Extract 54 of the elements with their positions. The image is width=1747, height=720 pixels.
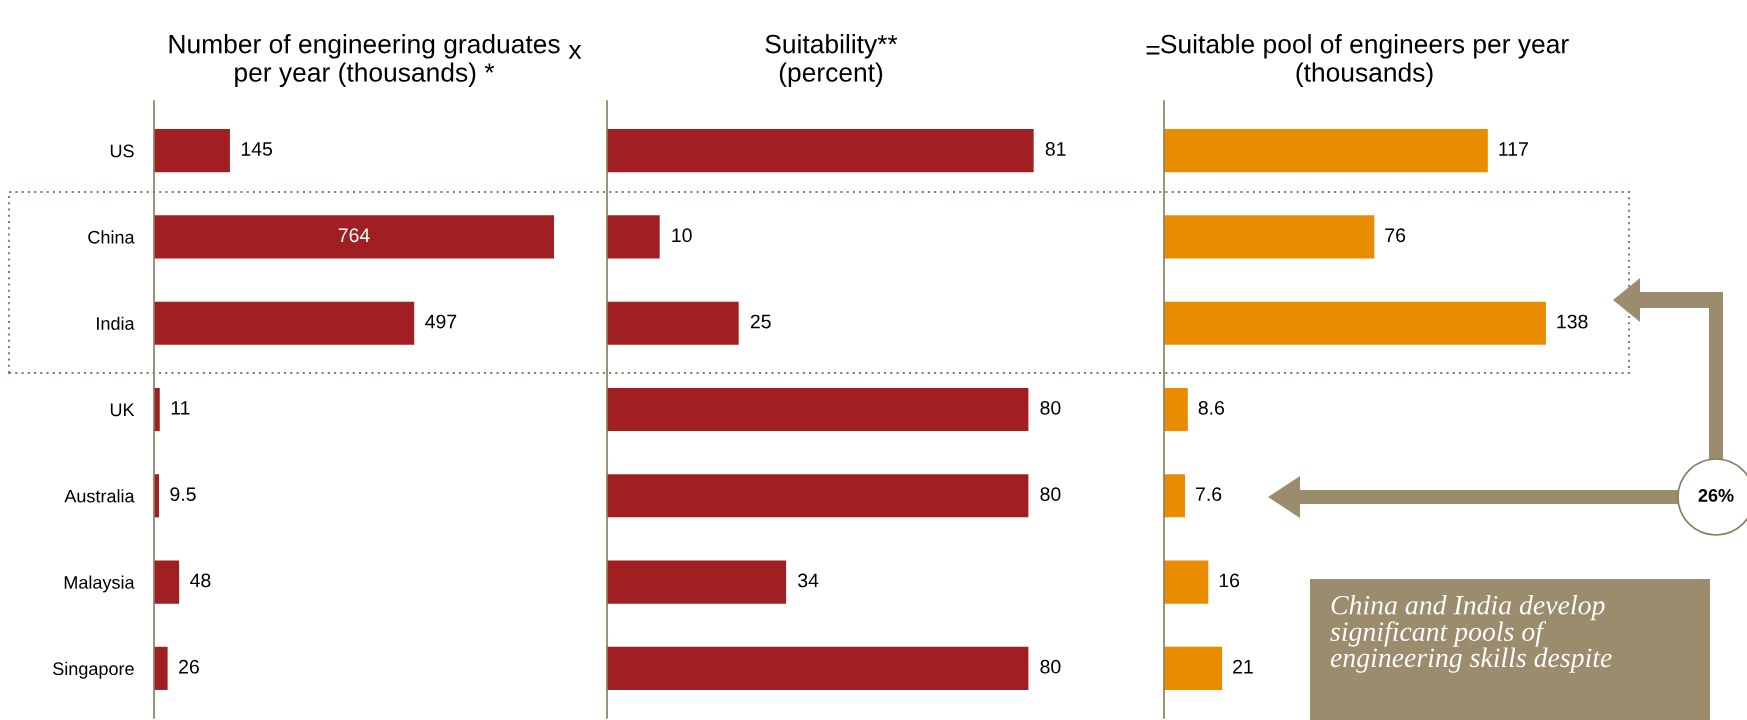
- chart-title: Suitability** (percent): [765, 34, 898, 88]
- bar: [1164, 646, 1223, 690]
- data-label: 16: [1219, 573, 1240, 588]
- data-label: 34: [798, 573, 819, 588]
- bar: [154, 560, 180, 604]
- bar: [607, 646, 1029, 690]
- bar: [607, 474, 1029, 518]
- y-tick-label: Australia: [64, 489, 135, 503]
- data-label: 497: [425, 314, 457, 329]
- data-label: 76: [1385, 228, 1406, 243]
- y-tick-label: China: [88, 230, 135, 244]
- y-tick-label: US: [110, 144, 134, 158]
- text: =: [1146, 45, 1160, 55]
- annotation: China and India develop significant pools of engineering skills despite: [1330, 595, 1612, 673]
- data-label: 25: [750, 314, 771, 329]
- bar: [607, 560, 787, 604]
- data-label: 11: [171, 401, 190, 415]
- y-tick-label: India: [97, 316, 135, 330]
- bar: [154, 301, 415, 345]
- y-tick-label: Singapore: [53, 661, 134, 679]
- bar: [1164, 129, 1488, 173]
- data-label: 145: [241, 142, 273, 156]
- text: x: [568, 44, 582, 59]
- data-label: 117: [1499, 142, 1528, 156]
- data-label: 21: [1233, 659, 1253, 674]
- bar: [1164, 215, 1375, 259]
- bar: [1164, 301, 1546, 345]
- bar: [1164, 474, 1186, 518]
- chart-title: Suitable pool of engineers per year (thousands): [1161, 34, 1569, 88]
- bar: [1164, 387, 1188, 432]
- bar: [607, 129, 1034, 173]
- bar: [154, 215, 554, 259]
- data-label: 7.6: [1196, 487, 1222, 502]
- data-label: 80: [1040, 659, 1061, 674]
- data-label: 80: [1040, 487, 1061, 502]
- bar: [607, 387, 1029, 432]
- bar: [607, 215, 660, 259]
- bar: [154, 129, 230, 173]
- data-label: 48: [190, 573, 211, 588]
- data-label: 138: [1557, 314, 1588, 329]
- bar: [607, 301, 739, 345]
- bar: [154, 646, 168, 690]
- data-label: 9.5: [170, 487, 196, 502]
- y-tick-label: Malaysia: [64, 575, 135, 593]
- data-label: 26: [179, 659, 199, 674]
- data-label: 10: [672, 228, 692, 243]
- data-label: 81: [1045, 142, 1066, 156]
- data-label: 80: [1040, 400, 1061, 415]
- data-label: 8.6: [1198, 400, 1224, 415]
- bar: [1164, 560, 1209, 604]
- y-tick-label: UK: [110, 403, 135, 417]
- chart-title: Number of engineering graduates per year (thousands) *: [169, 34, 560, 88]
- text: 26%: [1698, 489, 1734, 502]
- data-label: 764: [338, 228, 370, 243]
